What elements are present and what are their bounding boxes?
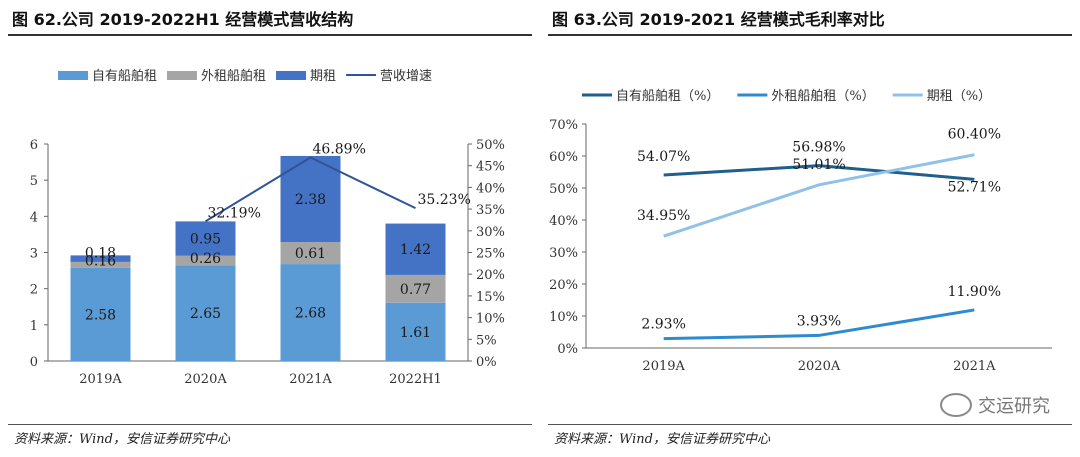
bar-segment xyxy=(385,302,446,361)
series-line-2 xyxy=(663,153,975,238)
legend-swatch-0 xyxy=(58,71,88,80)
series-data-label: 51.01% xyxy=(792,157,845,173)
bar-segment xyxy=(70,267,131,361)
series-data-label: 3.93% xyxy=(797,313,841,329)
bar-data-label: 0.18 xyxy=(85,245,116,261)
y2-tick-label: 0% xyxy=(476,355,497,370)
wechat-icon xyxy=(940,393,972,417)
y2-tick-label: 50% xyxy=(476,138,505,153)
growth-data-label: 35.23% xyxy=(418,192,471,208)
y-tick-label: 60% xyxy=(549,150,578,165)
bar-data-label: 0.95 xyxy=(190,232,221,248)
right-source-note: 资料来源：Wind，安信证券研究中心 xyxy=(554,432,770,447)
bar-segment xyxy=(70,261,131,268)
y-tick-label: 70% xyxy=(549,118,578,133)
bar-data-label: 2.38 xyxy=(295,192,326,208)
legend-swatch-2 xyxy=(276,71,307,80)
bar-segment xyxy=(280,264,341,361)
bar-data-label: 0.16 xyxy=(85,254,116,270)
bar-segment xyxy=(385,274,446,303)
bar-data-label: 2.65 xyxy=(190,306,221,322)
bar-data-label: 0.26 xyxy=(190,251,221,267)
legend-label-line: 营收增速 xyxy=(380,69,432,84)
growth-data-label: 46.89% xyxy=(313,141,366,157)
y-tick-label: 6 xyxy=(30,138,38,153)
y-tick-label: 50% xyxy=(549,182,578,197)
x-tick-label: 2021A xyxy=(289,372,332,387)
bar-segment xyxy=(70,255,131,262)
y-tick-label: 4 xyxy=(30,210,38,225)
bar-segment xyxy=(280,242,341,265)
left-title-rule xyxy=(8,34,532,36)
bar-data-label: 1.61 xyxy=(400,325,431,341)
legend-label-2: 期租 xyxy=(310,69,336,84)
x-tick-label: 2021A xyxy=(953,359,996,374)
bar-data-label: 1.42 xyxy=(400,242,431,258)
legend-label-1: 外租船舶租 xyxy=(201,68,266,84)
x-tick-label: 2020A xyxy=(798,359,841,374)
left-figure-panel: 图 62.公司 2019-2022H1 经营模式营收结构 自有船舶租 外租船舶租 期… xyxy=(8,10,532,447)
y-tick-label: 10% xyxy=(549,310,578,325)
x-tick-label: 2022H1 xyxy=(389,372,442,387)
x-tick-label: 2019A xyxy=(79,372,122,387)
x-tick-label: 2019A xyxy=(642,359,685,374)
growth-data-label: 32.19% xyxy=(208,205,261,221)
left-source-rule xyxy=(8,424,532,425)
right-title-rule xyxy=(548,34,1072,36)
watermark-text: 交运研究 xyxy=(978,396,1050,417)
y2-tick-label: 30% xyxy=(476,225,505,240)
y-tick-label: 3 xyxy=(30,247,38,262)
legend-label-0: 自有船舶租 xyxy=(92,68,157,84)
bar-data-label: 2.68 xyxy=(295,306,326,322)
bar-segment xyxy=(385,223,446,275)
y2-tick-label: 25% xyxy=(476,247,505,262)
y2-tick-label: 15% xyxy=(476,290,505,305)
legend-label-1: 外租船舶租（%） xyxy=(771,88,874,104)
series-data-label: 34.95% xyxy=(637,208,690,224)
y-tick-label: 2 xyxy=(30,283,38,298)
series-data-label: 52.71% xyxy=(948,179,1001,195)
y-tick-label: 0% xyxy=(557,342,578,357)
y2-tick-label: 35% xyxy=(476,203,505,218)
legend-label-0: 自有船舶租（%） xyxy=(616,88,719,104)
series-data-label: 60.40% xyxy=(948,127,1001,143)
y-tick-label: 40% xyxy=(549,214,578,229)
series-data-label: 11.90% xyxy=(948,284,1001,300)
left-figure-title: 图 62.公司 2019-2022H1 经营模式营收结构 xyxy=(12,10,354,29)
y-tick-label: 5 xyxy=(30,174,38,189)
growth-line xyxy=(204,156,416,223)
y2-tick-label: 40% xyxy=(476,181,505,196)
bar-segment xyxy=(175,221,236,256)
watermark: 交运研究 xyxy=(940,392,1050,418)
legend-label-2: 期租（%） xyxy=(927,89,991,104)
bar-segment xyxy=(175,265,236,361)
bar-data-label: 0.77 xyxy=(400,282,431,298)
gross-margin-chart: 自有船舶租（%） 外租船舶租（%） 期租（%） 0% 10% 20% 30% 40% 50% 60… xyxy=(549,88,1052,374)
y2-tick-label: 5% xyxy=(476,333,497,348)
y2-tick-label: 45% xyxy=(476,160,505,175)
y-tick-label: 0 xyxy=(30,355,38,370)
y2-tick-label: 20% xyxy=(476,268,505,283)
legend-swatch-1 xyxy=(167,71,198,80)
y2-tick-label: 10% xyxy=(476,312,505,327)
x-tick-label: 2020A xyxy=(184,372,227,387)
y-tick-label: 20% xyxy=(549,278,578,293)
right-figure-panel: 图 63.公司 2019-2021 经营模式毛利率对比 自有船舶租（%） 外租船舶… xyxy=(540,0,1080,457)
series-data-label: 54.07% xyxy=(637,149,690,165)
series-line-0 xyxy=(663,164,975,181)
right-figure-title: 图 63.公司 2019-2021 经营模式毛利率对比 xyxy=(552,10,885,29)
y-tick-label: 1 xyxy=(30,319,38,334)
left-source-note: 资料来源：Wind，安信证券研究中心 xyxy=(14,432,230,447)
revenue-structure-chart: 自有船舶租 外租船舶租 期租 营收增速 0 1 2 3 4 5 6 0% 5% 10% 15% 20% 25% 3… xyxy=(30,68,505,387)
bar-data-label: 2.58 xyxy=(85,307,116,323)
bar-segment xyxy=(175,255,236,266)
series-data-label: 2.93% xyxy=(641,317,685,333)
series-line-1 xyxy=(663,308,975,341)
bar-data-label: 0.61 xyxy=(295,246,326,262)
series-data-label: 56.98% xyxy=(792,140,845,156)
right-source-rule xyxy=(548,424,1072,425)
y-tick-label: 30% xyxy=(549,246,578,261)
